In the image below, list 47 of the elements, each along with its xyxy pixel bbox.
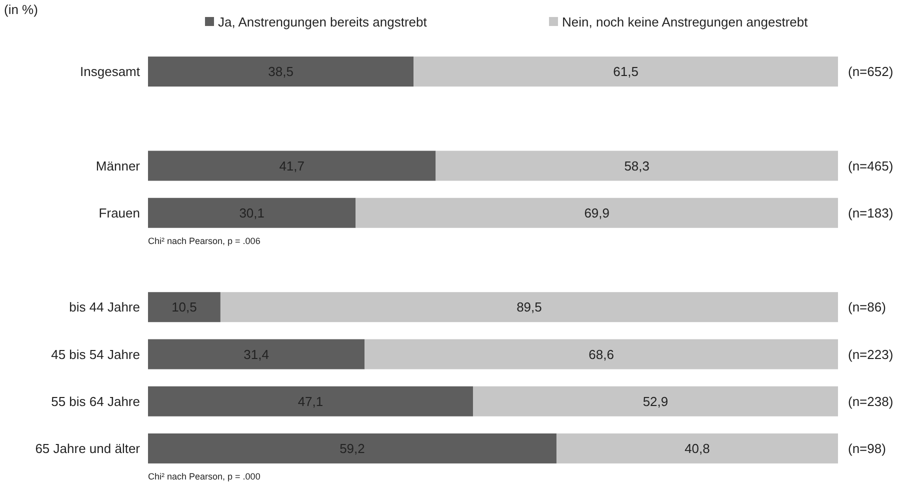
- data-label: 58,3: [624, 158, 650, 174]
- text: (n=465): [848, 158, 894, 174]
- data-label: 30,1: [239, 205, 264, 220]
- text: (n=238): [848, 394, 894, 409]
- annotation: Chi² nach Pearson, p = .000: [148, 471, 260, 482]
- bar: [148, 386, 473, 416]
- y-tick-label: bis 44 Jahre: [69, 300, 140, 315]
- data-label: 10,5: [172, 300, 197, 315]
- legend-label: Ja, Anstrengungen bereits angstrebt: [218, 14, 428, 30]
- y-tick-label: 55 bis 64 Jahre: [51, 394, 140, 409]
- text: (n=98): [848, 440, 886, 456]
- bar: [148, 339, 365, 370]
- bar: [148, 433, 556, 464]
- data-label: 61,5: [613, 64, 638, 80]
- data-label: 47,1: [298, 394, 324, 409]
- bar: [436, 150, 838, 181]
- bar: [148, 292, 220, 322]
- annotation: Chi² nach Pearson, p = .006: [148, 236, 260, 246]
- bar: [556, 433, 838, 464]
- bar: [148, 198, 356, 228]
- bar: [414, 56, 838, 87]
- text: (n=223): [848, 346, 894, 362]
- bar: [472, 386, 838, 416]
- data-label: 40,8: [684, 440, 710, 456]
- text: (n=183): [848, 205, 894, 220]
- data-label: 89,5: [516, 300, 542, 315]
- bar: [364, 339, 838, 370]
- data-label: 41,7: [279, 158, 305, 174]
- y-tick-label: Insgesamt: [80, 64, 140, 80]
- y-tick-label: 45 bis 54 Jahre: [51, 346, 140, 362]
- y-tick-label: 65 Jahre und älter: [35, 440, 141, 456]
- legend-label: Nein, noch keine Anstregungen angestrebt: [562, 14, 808, 30]
- y-tick-label: Frauen: [98, 205, 140, 220]
- text: (n=86): [848, 300, 886, 315]
- data-label: 59,2: [340, 440, 365, 456]
- data-label: 68,6: [588, 346, 614, 362]
- bar: [356, 198, 838, 228]
- data-label: 69,9: [584, 205, 610, 220]
- data-label: 52,9: [642, 394, 668, 409]
- data-label: 31,4: [244, 346, 269, 362]
- data-label: 38,5: [268, 64, 294, 80]
- text: (in %): [4, 2, 38, 17]
- y-tick-label: Männer: [96, 158, 141, 174]
- bar: [220, 292, 838, 322]
- bar: [148, 150, 436, 181]
- text: (n=652): [848, 64, 894, 80]
- bar: [148, 56, 414, 87]
